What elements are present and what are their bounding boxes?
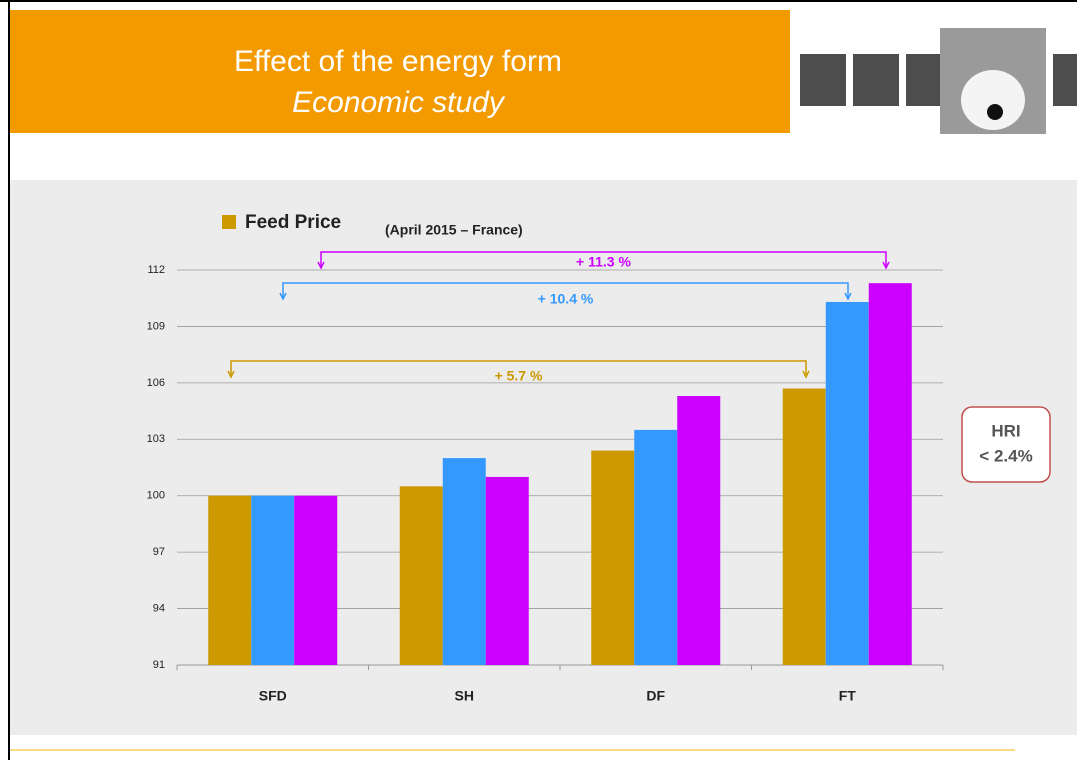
chart-panel <box>10 180 1077 735</box>
y-tick-label: 100 <box>147 490 165 502</box>
y-tick-label: 109 <box>147 320 165 332</box>
legend-swatch <box>222 215 236 229</box>
note-line: HRI <box>991 421 1020 440</box>
arrow-head <box>802 370 810 379</box>
bracket <box>320 251 887 266</box>
arrow-head <box>279 292 287 301</box>
y-tick-label: 91 <box>153 659 165 671</box>
annotation: + 5.7 % <box>495 368 543 384</box>
x-tick-label: DF <box>646 688 665 704</box>
rabbit-face <box>961 70 1025 130</box>
rabbit-nose <box>987 104 1003 120</box>
x-tick-label: SFD <box>259 688 287 704</box>
y-tick-label: 106 <box>147 377 165 389</box>
bar <box>591 450 635 665</box>
arrow-head <box>227 370 235 379</box>
y-tick-label: 94 <box>153 602 165 614</box>
x-tick-label: FT <box>839 688 857 704</box>
bar <box>485 476 529 665</box>
annotation: + 11.3 % <box>576 254 631 270</box>
top-border <box>0 0 1077 2</box>
x-tick-label: SH <box>455 688 474 704</box>
arrow-head <box>317 261 325 270</box>
annotation: + 10.4 % <box>538 291 594 307</box>
legend-label: Feed Price <box>245 212 341 233</box>
chart-subtitle: (April 2015 – France) <box>385 222 523 238</box>
note-line: < 2.4% <box>979 446 1032 465</box>
bracket <box>282 282 849 297</box>
bar <box>399 486 443 665</box>
deco-square <box>1053 54 1077 106</box>
header-band <box>10 10 790 133</box>
bar <box>634 429 678 665</box>
bar <box>442 458 486 665</box>
bar <box>251 495 295 665</box>
y-tick-label: 97 <box>153 546 165 558</box>
arrow-head <box>882 261 890 270</box>
y-tick-label: 103 <box>147 433 165 445</box>
header-subtitle: Economic study <box>292 86 506 119</box>
bar <box>677 396 721 665</box>
note-box <box>961 406 1051 483</box>
arrow-head <box>844 292 852 301</box>
bar <box>294 495 338 665</box>
deco-square <box>800 54 846 106</box>
bar <box>825 301 869 665</box>
bar <box>868 283 912 665</box>
bar <box>782 388 826 665</box>
header-title: Effect of the energy form <box>234 45 562 78</box>
deco-square <box>853 54 899 106</box>
bar <box>208 495 252 665</box>
bracket <box>230 360 807 375</box>
left-border <box>8 0 10 760</box>
y-tick-label: 112 <box>147 264 165 276</box>
